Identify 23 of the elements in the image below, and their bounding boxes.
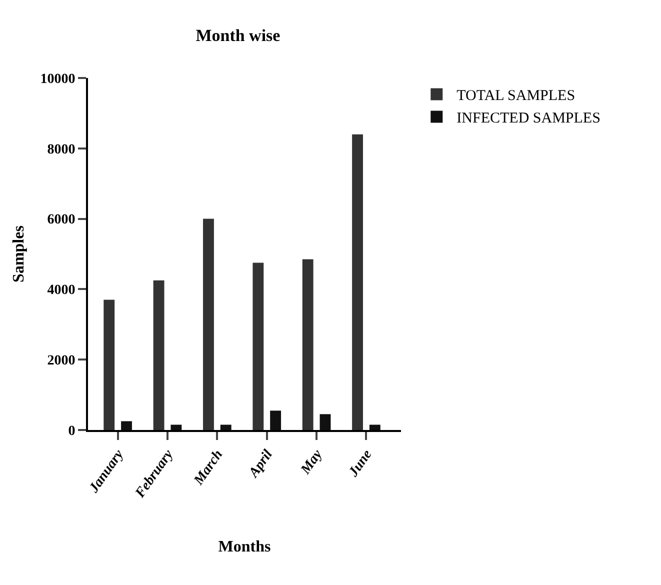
bar [104, 300, 115, 430]
bar [320, 414, 331, 430]
y-tick-label: 0 [68, 424, 76, 439]
x-axis-title: Months [218, 538, 271, 556]
bar [170, 424, 182, 430]
bar [153, 280, 164, 430]
bar [121, 421, 132, 430]
chart-title: Month wise [196, 26, 281, 46]
bar [252, 262, 264, 430]
bar [203, 218, 214, 430]
y-axis-title: Samples [10, 226, 28, 282]
y-tick-label: 8000 [47, 142, 76, 158]
bar [220, 424, 232, 430]
y-tick-label: 4000 [47, 283, 76, 298]
bar [352, 134, 363, 430]
legend-label: TOTAL SAMPLES [456, 88, 576, 104]
y-tick-label: 6000 [47, 212, 76, 228]
bar [369, 424, 380, 430]
legend-label: INFECTED SAMPLES [456, 110, 600, 127]
bar [270, 410, 282, 430]
y-tick-label: 10000 [40, 72, 76, 87]
bar [302, 259, 314, 430]
y-tick-label: 2000 [47, 354, 76, 368]
